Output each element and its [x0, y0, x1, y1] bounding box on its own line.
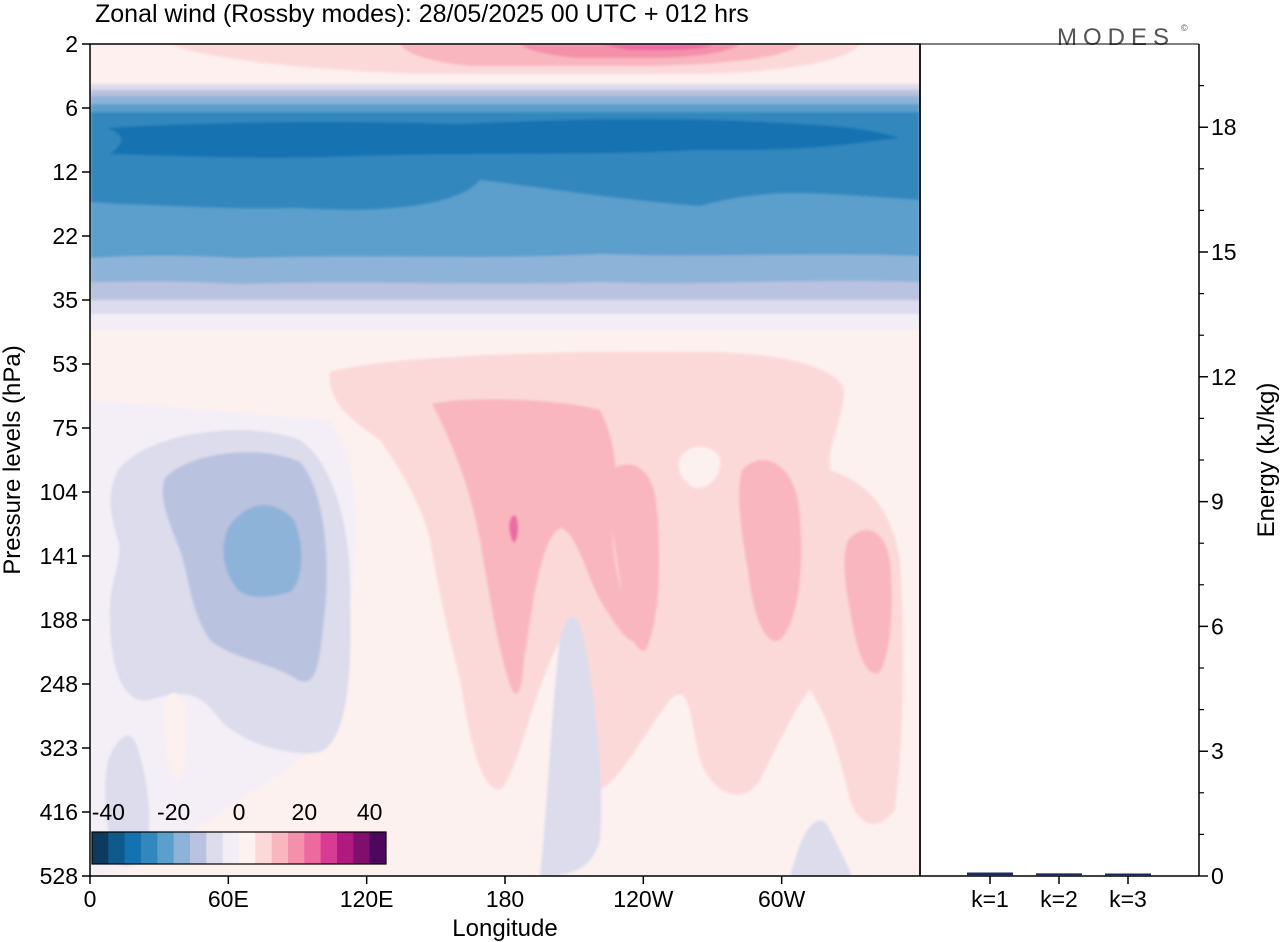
copyright-mark: ©: [1181, 23, 1188, 33]
colorbar-swatch: [353, 832, 371, 864]
energy-bar-panel: 0 3 6 9 12 15 18 k=1 k=2 k=3: [919, 43, 1237, 912]
colorbar-swatch: [206, 832, 224, 864]
energy-bar: [967, 872, 1013, 876]
x-tick-label: 120E: [340, 886, 394, 912]
chart-title: Zonal wind (Rossby modes): 28/05/2025 00…: [95, 0, 749, 28]
y-tick-label: 75: [52, 415, 78, 441]
colorbar-swatch: [271, 832, 289, 864]
colorbar-swatch: [173, 832, 191, 864]
y-tick-label: 35: [52, 287, 78, 313]
modes-logo: MODES: [1057, 24, 1175, 51]
y-tick-label: 104: [40, 479, 79, 505]
y-tick-label: 248: [40, 671, 78, 697]
x-tick-label: 120W: [613, 886, 673, 912]
colorbar-tick-label: 0: [233, 799, 246, 825]
hole-near-120w: [678, 446, 721, 488]
y-tick-label: 416: [40, 799, 78, 825]
energy-tick-label: 9: [1211, 489, 1224, 515]
colorbar-swatch: [337, 832, 354, 864]
upper-positive-contour-25: [600, 44, 715, 50]
y-tick-label: 188: [40, 607, 78, 633]
positive-cell-b: [739, 460, 802, 642]
x-axis-label: Longitude: [452, 915, 557, 942]
energy-tick-label: 0: [1211, 863, 1224, 889]
colorbar-swatch: [124, 832, 142, 864]
positive-cell-d: [509, 515, 518, 543]
colorbar-swatch: [141, 832, 158, 864]
energy-category-label: k=2: [1040, 886, 1078, 912]
colorbar: -40 -20 0 20 40: [91, 799, 387, 865]
colorbar-swatch: [320, 832, 338, 864]
energy-bars: k=1 k=2 k=3: [967, 872, 1151, 912]
energy-tick-label: 6: [1211, 613, 1224, 639]
y-tick-label: 141: [40, 543, 78, 569]
y-tick-label: 6: [65, 95, 78, 121]
energy-tick-label: 3: [1211, 738, 1224, 764]
y-tick-label: 53: [52, 351, 78, 377]
energy-category-label: k=3: [1109, 886, 1147, 912]
colorbar-swatch: [239, 832, 256, 864]
colorbar-swatch: [190, 832, 207, 864]
energy-bar: [1036, 873, 1082, 876]
positive-cell-c: [844, 529, 892, 674]
colorbar-tick-label: 20: [292, 799, 318, 825]
energy-axis: 0 3 6 9 12 15 18: [1199, 84, 1237, 889]
x-tick-label: 60W: [758, 886, 806, 912]
colorbar-swatch: [157, 832, 175, 864]
energy-bar: [1105, 873, 1151, 876]
energy-axis-label: Energy (kJ/kg): [1253, 383, 1280, 538]
energy-tick-label: 18: [1211, 114, 1237, 140]
colorbar-tick-label: -20: [157, 799, 190, 825]
colorbar-tick-label: 40: [357, 799, 383, 825]
energy-category-label: k=1: [971, 886, 1009, 912]
negative-blob-15: [223, 505, 302, 597]
colorbar-swatch: [92, 832, 109, 864]
x-tick-label: 0: [84, 886, 97, 912]
colorbar-swatch: [108, 832, 126, 864]
colorbar-swatch: [222, 832, 240, 864]
positive-cell-a: [609, 464, 660, 651]
strat-band-6: [108, 119, 900, 158]
positive-region-10: [432, 399, 640, 694]
y-tick-label: 528: [40, 863, 78, 889]
y-axis-label: Pressure levels (hPa): [0, 345, 26, 574]
heatmap-axes: 0 60E 120E 180 120W 60W 2 6 12 22 35 53 75 104 141 188 2…: [40, 31, 806, 912]
wind-heatmap: [90, 44, 920, 876]
colorbar-swatch: [288, 832, 305, 864]
y-tick-label: 12: [52, 159, 78, 185]
x-tick-label: 60E: [208, 886, 249, 912]
lower-negative-180: [540, 616, 602, 876]
colorbar-tick-label: -40: [92, 799, 125, 825]
colorbar-frame: [91, 831, 387, 865]
lower-positive-left: [164, 692, 187, 780]
colorbar-swatch: [255, 832, 273, 864]
energy-tick-label: 15: [1211, 239, 1237, 265]
y-tick-label: 323: [40, 735, 78, 761]
y-tick-label: 2: [65, 31, 78, 57]
x-tick-label: 180: [486, 886, 524, 912]
colorbar-swatch: [304, 832, 322, 864]
colorbar-swatch: [369, 832, 387, 864]
y-tick-label: 22: [52, 223, 78, 249]
energy-tick-label: 12: [1211, 364, 1237, 390]
lower-negative-60w: [790, 820, 852, 876]
